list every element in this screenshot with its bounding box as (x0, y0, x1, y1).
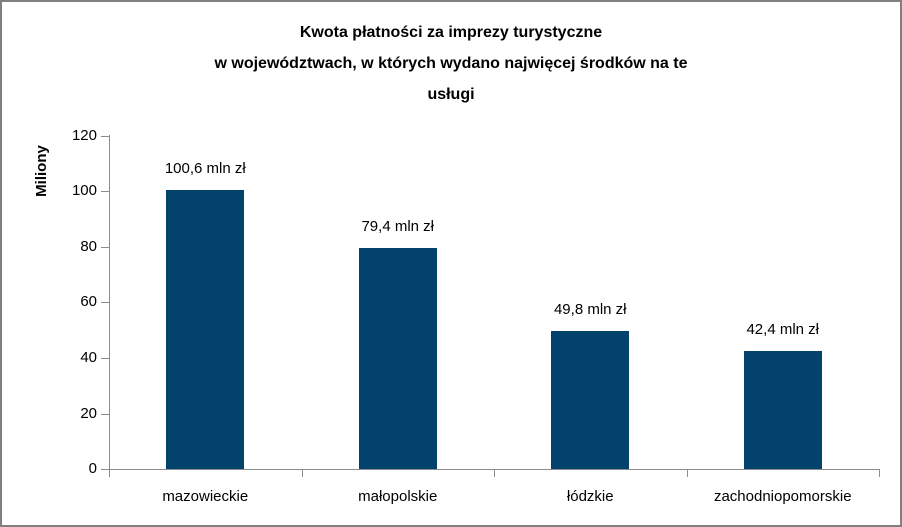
bar-value-label: 79,4 mln zł (361, 218, 435, 236)
y-axis-tick (101, 302, 109, 304)
bar-mazowieckie (166, 189, 245, 470)
bar-zachodniopomorskie (743, 351, 822, 470)
x-category-label: łódzkie (566, 488, 614, 505)
y-axis-tick (101, 358, 109, 359)
bar-value-label: 100,6 mln zł (164, 159, 246, 177)
x-category-label: zachodniopomorskie (713, 488, 852, 505)
x-category-label: małopolskie (358, 488, 438, 505)
y-tick-label: 80 (80, 237, 97, 255)
y-axis-tick (101, 246, 109, 248)
bar-małopolskie (358, 248, 437, 470)
x-axis-tick (686, 469, 688, 478)
chart-title-line-2: w województwach, w których wydano najwię… (214, 55, 688, 72)
chart-title-line-3: usługi (427, 86, 475, 103)
y-tick-label: 40 (80, 349, 97, 366)
chart-title-line-1: Kwota płatności za imprezy turystyczne (299, 24, 603, 41)
y-tick-label: 20 (80, 404, 97, 422)
bar-value-label: 49,8 mln zł (553, 300, 627, 318)
x-axis-tick (494, 469, 495, 478)
y-tick-label: 120 (71, 126, 97, 144)
bar-value-label: 42,4 mln zł (746, 321, 820, 339)
x-axis-tick (109, 469, 110, 478)
y-axis-tick (101, 191, 109, 193)
y-axis-tick (101, 469, 109, 471)
x-axis-tick (301, 469, 303, 478)
y-axis-tick (101, 135, 109, 137)
y-tick-label: 0 (88, 460, 97, 478)
x-category-label: mazowieckie (162, 488, 249, 505)
chart-title: Kwota płatności za imprezy turystyczne w… (2, 17, 900, 110)
y-axis-tick (101, 413, 109, 415)
x-axis-tick (879, 469, 880, 478)
bar-łódzkie (551, 330, 630, 470)
y-axis-line (109, 134, 110, 478)
y-tick-label: 100 (71, 182, 97, 200)
y-tick-label: 60 (80, 293, 97, 311)
